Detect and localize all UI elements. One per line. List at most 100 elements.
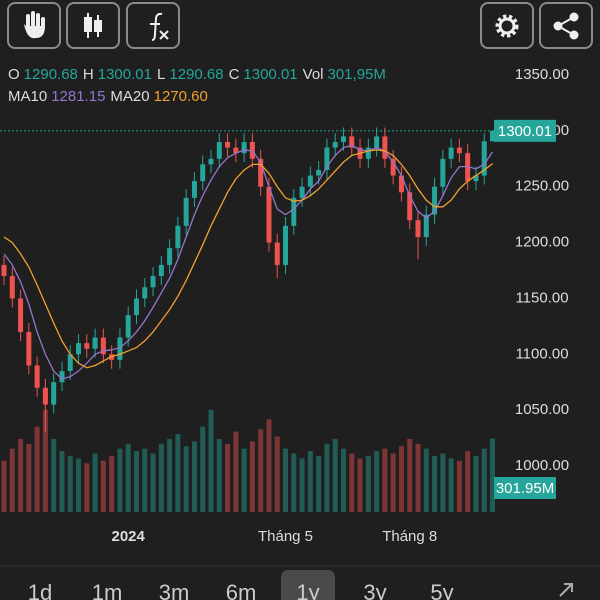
legend-value: 1270.60	[154, 88, 208, 105]
candle-body	[307, 175, 313, 187]
candle-body	[456, 147, 462, 154]
volume-bar	[432, 455, 438, 512]
candle-body	[382, 136, 388, 159]
volume-bar	[473, 455, 479, 512]
legend-key: Vol	[303, 66, 324, 83]
volume-bar	[76, 458, 82, 512]
last-volume-label: 301.95M	[496, 480, 554, 497]
candle-body	[1, 264, 7, 277]
volume-bar	[423, 448, 429, 512]
legend-value: 1290.68	[169, 66, 223, 83]
candle-body	[258, 158, 264, 187]
range-button[interactable]: 3m	[159, 580, 190, 600]
candle-body	[241, 142, 247, 154]
legend-key: L	[157, 66, 165, 83]
volume-bar	[481, 448, 487, 512]
volume-bar	[92, 453, 98, 512]
y-tick-label: 1250.00	[515, 178, 569, 195]
volume-bar	[117, 448, 123, 512]
volume-bar	[1, 460, 7, 512]
candle-body	[216, 142, 222, 159]
candle-body	[274, 242, 280, 265]
y-tick-label: 1000.00	[515, 457, 569, 474]
volume-bar	[200, 426, 206, 512]
candle-body	[340, 136, 346, 143]
indicator-tool[interactable]	[126, 2, 180, 49]
volume-bar	[241, 448, 247, 512]
legend-value: 1300.01	[98, 66, 152, 83]
volume-bar	[407, 438, 413, 512]
volume-bar	[26, 443, 32, 512]
fx-icon	[150, 12, 169, 41]
volume-bar	[349, 453, 355, 512]
candle-body	[374, 136, 380, 148]
candle-body	[415, 220, 421, 237]
last-volume-tag	[494, 477, 556, 499]
candle-body	[100, 337, 106, 355]
candle-body	[208, 158, 214, 165]
expand-icon[interactable]	[559, 583, 573, 597]
volume-bar	[100, 460, 106, 512]
candle-body	[283, 225, 289, 265]
candle-body	[125, 315, 131, 338]
hand-tool[interactable]	[7, 2, 61, 49]
candle-body	[448, 147, 454, 159]
volume-bar	[233, 431, 239, 512]
volume-bar	[316, 455, 322, 512]
volume-bar	[398, 446, 404, 512]
candle-body	[291, 197, 297, 226]
x-tick-label: 2024	[112, 528, 146, 545]
candle-body	[158, 264, 164, 277]
candle-body	[473, 175, 479, 182]
candle-body	[349, 136, 355, 148]
volume-bar	[67, 455, 73, 512]
volume-bar	[191, 441, 197, 512]
range-button[interactable]: 6m	[226, 580, 257, 600]
legend-row: MA10 1281.15 MA20 1270.60	[8, 88, 208, 105]
candle-body	[51, 382, 57, 405]
volume-bar	[324, 443, 330, 512]
range-button[interactable]: 1d	[28, 580, 52, 600]
volume-bar	[51, 438, 57, 512]
candle-body	[332, 142, 338, 148]
share-button[interactable]	[539, 2, 593, 49]
y-tick-label: 1350.00	[515, 66, 569, 83]
volume-bar	[283, 448, 289, 512]
volume-bar	[415, 443, 421, 512]
candle-body	[59, 371, 65, 383]
legend-key: O	[8, 66, 20, 83]
volume-bar	[332, 438, 338, 512]
volume-bar	[175, 434, 181, 512]
range-button[interactable]: 1y	[296, 580, 319, 600]
candle-body	[324, 147, 330, 170]
candle-body	[390, 158, 396, 176]
volume-bar	[167, 438, 173, 512]
volume-bar	[365, 455, 371, 512]
range-button[interactable]: 3y	[363, 580, 386, 600]
settings-button[interactable]	[480, 2, 534, 49]
candle-body	[191, 181, 197, 198]
volume-bar	[183, 446, 189, 512]
x-tick-label: Tháng 8	[382, 528, 437, 545]
volume-bar	[390, 453, 396, 512]
volume-bar	[440, 453, 446, 512]
legend-value: 1300.01	[243, 66, 297, 83]
candle-body	[200, 164, 206, 182]
range-button[interactable]: 5y	[430, 580, 453, 600]
ma-line	[3, 144, 494, 380]
candle-body	[423, 214, 429, 237]
candle-body	[84, 343, 90, 349]
last-price-label: 1300.01	[498, 123, 552, 140]
volume-bar	[490, 438, 496, 512]
gear-icon	[495, 14, 519, 38]
volume-bar	[274, 436, 280, 512]
volume-bar	[18, 438, 24, 512]
range-button[interactable]: 1m	[92, 580, 123, 600]
candle-body	[407, 192, 413, 221]
volume-bar	[382, 448, 388, 512]
candle-body	[440, 158, 446, 187]
candle-tool[interactable]	[66, 2, 120, 49]
